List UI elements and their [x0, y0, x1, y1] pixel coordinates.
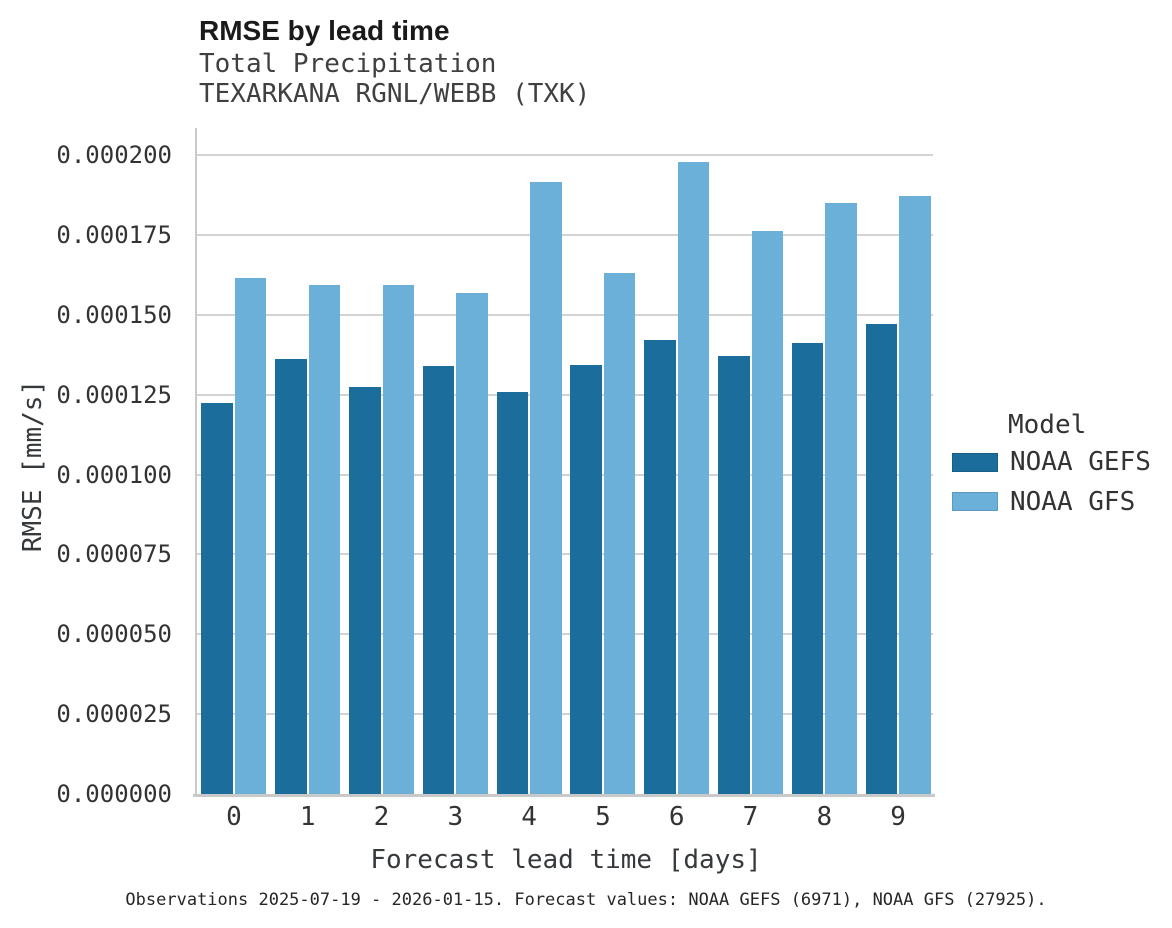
bar-noaa-gefs-lead-7 [718, 356, 750, 794]
y-gridline [197, 313, 933, 316]
x-axis-line [193, 794, 935, 797]
bar-noaa-gefs-lead-6 [644, 340, 676, 794]
bar-noaa-gefs-lead-1 [275, 358, 307, 794]
y-gridline [197, 233, 933, 236]
bar-noaa-gefs-lead-3 [422, 365, 455, 794]
x-tick-label: 1 [299, 802, 316, 832]
legend-item-noaa-gefs: NOAA GEFS [952, 448, 1151, 476]
bar-noaa-gfs-lead-8 [825, 202, 857, 794]
bar-noaa-gefs-lead-0 [201, 402, 233, 794]
bar-noaa-gfs-lead-9 [899, 195, 931, 794]
x-tick-label: 7 [742, 802, 759, 832]
y-tick-label: 0.000125 [56, 380, 172, 409]
bar-noaa-gefs-lead-8 [791, 342, 824, 794]
bar-noaa-gfs-lead-7 [751, 230, 783, 794]
legend-swatch-icon [952, 452, 998, 472]
y-tick-label: 0.000000 [56, 780, 172, 808]
legend-item-label: NOAA GEFS [1010, 447, 1151, 477]
x-tick-label: 4 [521, 802, 537, 832]
bar-noaa-gfs-lead-6 [677, 162, 710, 794]
chart-subtitle-variable: Total Precipitation [199, 49, 497, 79]
y-gridline [197, 154, 933, 156]
y-gridline [197, 633, 933, 636]
y-gridline [197, 473, 933, 476]
bar-noaa-gfs-lead-3 [456, 293, 488, 794]
x-tick-label: 6 [668, 802, 685, 832]
bar-noaa-gfs-lead-2 [382, 284, 414, 794]
bar-noaa-gefs-lead-9 [865, 324, 898, 794]
y-tick-label: 0.000050 [56, 620, 172, 649]
x-tick-label: 5 [595, 802, 611, 832]
footer-caption: Observations 2025-07-19 - 2026-01-15. Fo… [125, 890, 1047, 910]
y-tick-label: 0.000150 [56, 300, 172, 329]
y-tick-label: 0.000075 [56, 540, 172, 569]
bar-noaa-gefs-lead-4 [496, 392, 529, 794]
y-tick-label: 0.000200 [56, 141, 172, 169]
x-tick-label: 3 [447, 802, 464, 832]
legend-item-label: NOAA GFS [1010, 486, 1136, 517]
bar-noaa-gefs-lead-5 [570, 365, 602, 794]
bar-noaa-gefs-lead-2 [349, 387, 381, 794]
x-tick-label: 9 [890, 802, 906, 832]
x-tick-label: 2 [373, 802, 390, 832]
bar-noaa-gfs-lead-4 [530, 182, 562, 794]
plot-area [193, 128, 935, 797]
y-axis-spine [195, 128, 197, 797]
y-tick-label: 0.000100 [56, 460, 172, 489]
bar-noaa-gfs-lead-5 [603, 272, 636, 794]
x-tick-label: 0 [226, 802, 242, 832]
y-gridline [197, 553, 933, 556]
y-gridline [197, 713, 933, 716]
legend-item-noaa-gfs: NOAA GFS [952, 488, 1135, 516]
y-tick-label: 0.000025 [56, 700, 172, 729]
bar-noaa-gfs-lead-1 [308, 284, 341, 794]
x-tick-label: 8 [816, 802, 833, 832]
chart-subtitle-station: TEXARKANA RGNL/WEBB (TXK) [199, 79, 591, 109]
y-gridline [197, 393, 933, 396]
bar-noaa-gfs-lead-0 [234, 277, 267, 794]
legend-swatch-icon [952, 492, 998, 511]
y-tick-label: 0.000175 [56, 220, 172, 249]
legend-title: Model [1008, 410, 1087, 440]
x-axis-title: Forecast lead time [days] [370, 845, 762, 875]
chart-title: RMSE by lead time [199, 15, 450, 46]
